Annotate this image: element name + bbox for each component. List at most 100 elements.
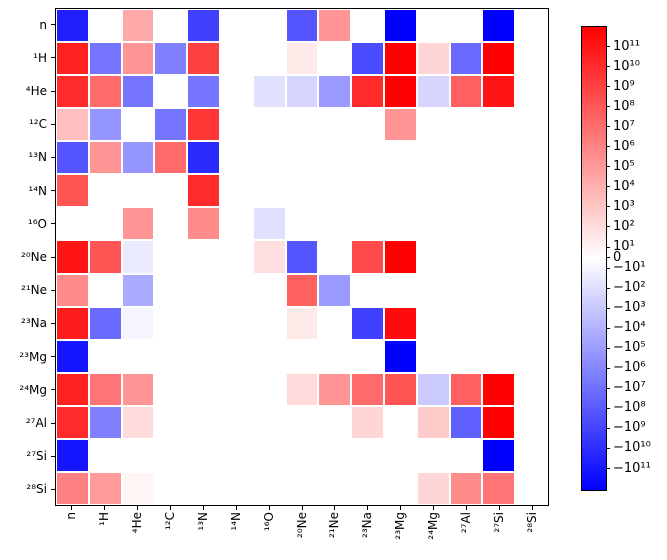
colorbar-tick-mark — [606, 166, 610, 168]
heatmap-cell — [417, 274, 449, 306]
colorbar-tick-label: −10⁶ — [613, 360, 646, 376]
heatmap-cell — [220, 241, 252, 273]
colorbar-tick-mark — [606, 468, 610, 469]
heatmap-cell — [89, 10, 121, 42]
heatmap-cell — [253, 208, 285, 240]
heatmap-cell — [57, 241, 88, 273]
heatmap-cell — [384, 340, 416, 372]
heatmap-cell — [122, 142, 154, 174]
heatmap-cell — [352, 439, 383, 471]
heatmap-cell — [57, 274, 88, 306]
heatmap-cell — [417, 406, 449, 438]
heatmap-cell — [319, 175, 351, 207]
heatmap-cell — [89, 142, 121, 174]
heatmap-cell — [352, 472, 383, 504]
heatmap-cell — [155, 274, 187, 306]
heatmap-cell — [122, 406, 154, 438]
x-tick-mark — [400, 506, 402, 510]
heatmap-cell — [516, 142, 547, 174]
heatmap-cell — [89, 274, 121, 306]
x-tick-label: ¹H — [96, 512, 111, 526]
colorbar-tick-label: 10⁵ — [613, 158, 635, 174]
heatmap-cell — [122, 175, 154, 207]
heatmap-cell — [417, 43, 449, 75]
colorbar-tick-label: 10⁸ — [613, 98, 635, 114]
heatmap-cell — [516, 439, 547, 471]
heatmap-cell — [483, 208, 515, 240]
heatmap-cell — [253, 175, 285, 207]
heatmap-cell — [352, 406, 383, 438]
heatmap-cell — [89, 472, 121, 504]
colorbar-tick-mark — [606, 287, 610, 289]
heatmap-cell — [89, 208, 121, 240]
heatmap-cell — [319, 43, 351, 75]
heatmap-cell — [253, 472, 285, 504]
heatmap-cell — [188, 142, 219, 174]
heatmap-cell — [155, 406, 187, 438]
colorbar-tick-mark — [606, 146, 610, 148]
colorbar-tick-label: −10² — [613, 280, 646, 296]
heatmap-cell — [155, 175, 187, 207]
x-tick-mark — [268, 506, 270, 510]
heatmap-cell — [188, 307, 219, 339]
heatmap-cell — [188, 340, 219, 372]
heatmap-cell — [220, 373, 252, 405]
heatmap-cell — [417, 241, 449, 273]
heatmap-cell — [89, 373, 121, 405]
heatmap-cell — [286, 406, 318, 438]
y-tick-mark — [51, 24, 55, 26]
heatmap-cell — [319, 241, 351, 273]
colorbar-tick-label: −10⁹ — [613, 420, 646, 436]
heatmap-cell — [253, 241, 285, 273]
heatmap-cell — [384, 439, 416, 471]
y-tick-mark — [51, 389, 55, 391]
heatmap-cell — [450, 439, 482, 471]
heatmap-cell — [188, 439, 219, 471]
colorbar-tick-label: 10⁶ — [613, 138, 635, 154]
y-tick-label: ¹³N — [28, 150, 47, 165]
colorbar-tick-mark — [606, 46, 610, 47]
colorbar-tick-label: −10⁵ — [613, 340, 646, 356]
heatmap-cell — [253, 142, 285, 174]
heatmap-cell — [286, 142, 318, 174]
y-tick-mark — [51, 422, 55, 424]
heatmap-cell — [89, 43, 121, 75]
heatmap-cell — [253, 307, 285, 339]
y-tick-label: ²⁰Ne — [21, 250, 47, 264]
heatmap-cell — [188, 241, 219, 273]
heatmap-cell — [122, 274, 154, 306]
heatmap-cell — [319, 406, 351, 438]
heatmap-cell — [483, 406, 515, 438]
heatmap-cell — [122, 307, 154, 339]
colorbar-tick-mark — [606, 307, 610, 309]
heatmap-cell — [319, 10, 351, 42]
heatmap-cell — [155, 472, 187, 504]
heatmap-cell — [516, 208, 547, 240]
heatmap-cell — [352, 274, 383, 306]
y-tick-label: ²⁴Mg — [19, 382, 47, 397]
heatmap-cell — [450, 43, 482, 75]
heatmap-cell — [417, 76, 449, 108]
colorbar-tick-label: 10¹ — [613, 239, 635, 254]
heatmap-cell — [384, 472, 416, 504]
colorbar-tick-label: 10⁹ — [613, 78, 635, 94]
heatmap-grid — [57, 10, 547, 504]
heatmap-cell — [417, 340, 449, 372]
heatmap-cell — [155, 373, 187, 405]
heatmap-cell — [122, 472, 154, 504]
x-tick-mark — [70, 506, 72, 510]
colorbar-tick-mark — [606, 427, 610, 429]
heatmap-cell — [155, 208, 187, 240]
heatmap-cell — [122, 43, 154, 75]
heatmap-cell — [352, 109, 383, 141]
heatmap-cell — [57, 406, 88, 438]
x-tick-label: ²¹Ne — [327, 512, 342, 538]
x-tick-mark — [103, 506, 105, 510]
heatmap-cell — [450, 76, 482, 108]
heatmap-cell — [220, 175, 252, 207]
heatmap-cell — [89, 76, 121, 108]
heatmap-cell — [155, 307, 187, 339]
heatmap-cell — [188, 274, 219, 306]
heatmap-cell — [122, 439, 154, 471]
